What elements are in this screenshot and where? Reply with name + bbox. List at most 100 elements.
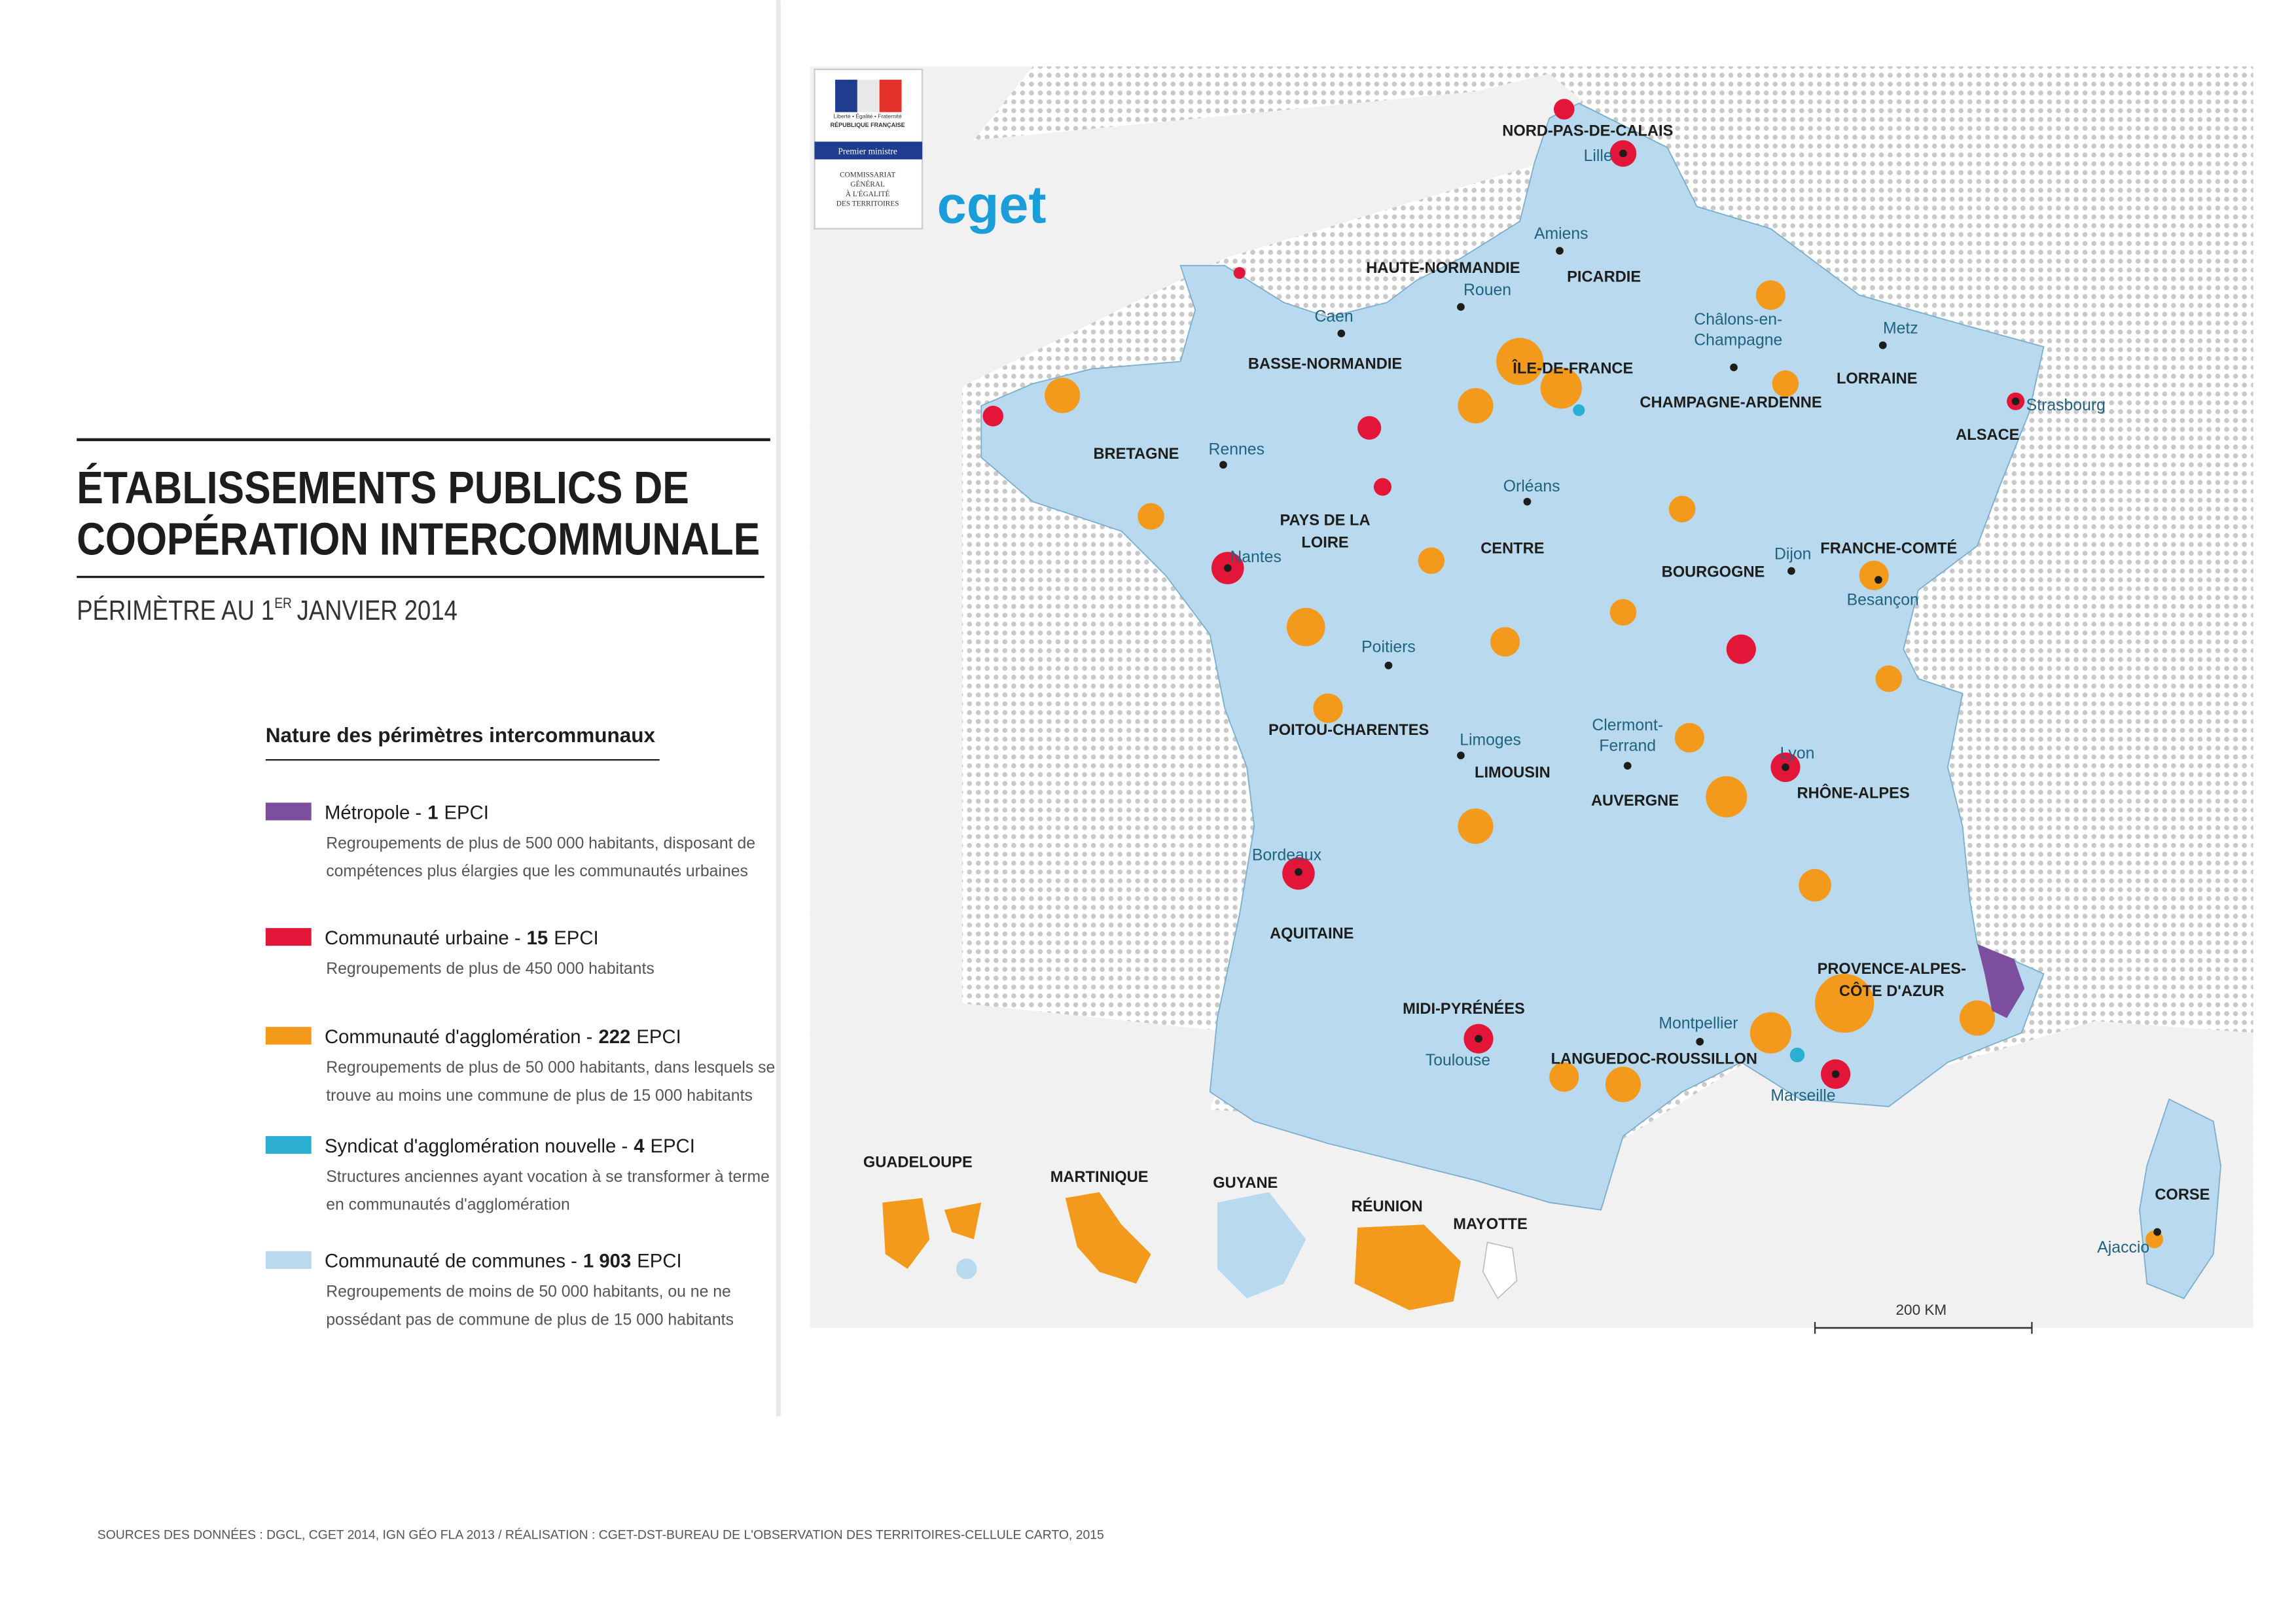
city-label: Lille: [1584, 147, 1613, 165]
panel-shadow: [776, 0, 781, 1417]
region-label: AUVERGNE: [1591, 793, 1679, 810]
legend: Métropole -1 EPCI Regroupements de plus de…: [265, 802, 775, 1329]
region-label: PICARDIE: [1567, 269, 1641, 286]
city-label: Nantes: [1230, 548, 1282, 566]
flag-white: [857, 79, 880, 113]
legend-count: 1 903: [583, 1251, 631, 1272]
city-label: Châlons-en-: [1694, 311, 1782, 329]
legend-unit: EPCI: [651, 1135, 695, 1157]
region-label: BOURGOGNE: [1662, 564, 1765, 581]
logo-agency-line: À L'ÉGALITÉ: [846, 190, 890, 198]
legend-description: en communautés d'agglomération: [326, 1196, 570, 1214]
city-dot: [2011, 397, 2020, 406]
city-dot: [1730, 363, 1738, 372]
city-dot: [1831, 1070, 1840, 1079]
region-label: LOIRE: [1301, 534, 1348, 551]
legend-description: Regroupements de plus de 450 000 habitan…: [326, 960, 655, 978]
city-dot: [1219, 461, 1227, 469]
region-label: RHÔNE-ALPES: [1797, 784, 1910, 802]
logo-agency: COMMISSARIAT GÉNÉRAL À L'ÉGALITÉ DES TERRIT…: [836, 171, 899, 208]
city-dot: [1878, 341, 1887, 349]
legend-unit: EPCI: [636, 1026, 681, 1048]
region-label: MIDI-PYRÉNÉES: [1403, 999, 1525, 1018]
city-label: Besançon: [1847, 591, 1919, 609]
city-dot: [1475, 1035, 1482, 1043]
logo-motto: Liberté • Égalité • Fraternité: [833, 113, 902, 119]
city-label: Strasbourg: [2026, 397, 2106, 414]
agglomeration-areas: [1045, 280, 2164, 1249]
legend-description: Regroupements de plus de 500 000 habitan…: [326, 834, 755, 852]
logo-band: [814, 141, 923, 160]
mayotte: [1482, 1241, 1518, 1300]
city-label: Caen: [1314, 308, 1353, 326]
corsica: [2139, 1098, 2221, 1300]
city-dot: [1384, 661, 1393, 669]
legend-description: Structures anciennes ayant vocation à se…: [326, 1168, 770, 1186]
city-label: Metz: [1883, 320, 1918, 338]
city-label: Limoges: [1460, 732, 1521, 749]
legend-label: Syndicat d'agglomération nouvelle - 4 EPCI: [325, 1135, 695, 1157]
region-label: GUYANE: [1213, 1175, 1278, 1192]
sea: [810, 66, 2253, 1329]
region-label: BRETAGNE: [1093, 446, 1179, 463]
subtitle-suffix: JANVIER 2014: [297, 595, 457, 626]
legend-count: 1: [427, 802, 438, 823]
city-dot: [2153, 1228, 2161, 1236]
legend-description: Regroupements de moins de 50 000 habitan…: [326, 1283, 731, 1301]
city-dot: [1787, 567, 1795, 575]
city-label: Orléans: [1503, 478, 1560, 495]
legend-label-text: Métropole -: [325, 802, 422, 823]
scale-label: 200 KM: [1896, 1302, 1947, 1318]
legend-label: Communauté de communes - 1 903 EPCI: [325, 1251, 682, 1272]
legend-count: 4: [634, 1135, 645, 1157]
city-dot: [1556, 247, 1564, 255]
flag-red: [879, 79, 902, 113]
logo-agency-line: GÉNÉRAL: [850, 181, 885, 188]
city-dot: [1523, 497, 1532, 506]
region-label: PAYS DE LA: [1280, 512, 1371, 529]
legend-description: compétences plus élargies que les commun…: [326, 863, 748, 880]
city-label: Lyon: [1780, 745, 1815, 762]
city-label: Bordeaux: [1252, 846, 1322, 864]
region-label: RÉUNION: [1352, 1197, 1423, 1215]
region-label: BASSE-NORMANDIE: [1248, 356, 1402, 373]
city-label: Amiens: [1534, 225, 1588, 243]
legend-swatch: [265, 1027, 312, 1045]
flag-blue: [835, 79, 857, 113]
city-label: Champagne: [1694, 332, 1782, 349]
legend-swatch: [265, 802, 312, 821]
logo-brand: cget: [937, 175, 1047, 234]
title-line: ÉTABLISSEMENTS PUBLICS DE: [77, 462, 689, 513]
source: SOURCES DES DONNÉES : DGCL, CGET 2014, I…: [98, 1527, 1104, 1542]
legend-count: 15: [527, 927, 548, 949]
legend-description: possédant pas de commune de plus de 15 0…: [326, 1311, 734, 1329]
new-town-area: [1573, 404, 1585, 416]
logo-agency-line: DES TERRITOIRES: [836, 200, 899, 208]
legend-unit: EPCI: [444, 802, 489, 823]
region-label: HAUTE-NORMANDIE: [1366, 260, 1520, 277]
region-label: CHAMPAGNE-ARDENNE: [1640, 394, 1821, 411]
legend-swatch: [265, 1135, 312, 1154]
region-label: GUADELOUPE: [863, 1154, 973, 1171]
region-label: ÎLE-DE-FRANCE: [1512, 359, 1633, 377]
legend-swatch: [265, 1251, 312, 1269]
region-label: FRANCHE-COMTÉ: [1820, 539, 1957, 557]
legend-unit: EPCI: [637, 1251, 681, 1272]
region-label: LANGUEDOC-ROUSSILLON: [1551, 1051, 1757, 1068]
city-dot: [1337, 329, 1346, 338]
city-label: Toulouse: [1426, 1052, 1490, 1069]
city-dot: [1457, 303, 1465, 311]
city-label: Poitiers: [1361, 639, 1416, 656]
city-dot: [1619, 149, 1627, 158]
logo-ministry: Premier ministre: [838, 147, 897, 156]
guyane: [1217, 1192, 1306, 1298]
city-dot: [1295, 868, 1302, 876]
region-label: ALSACE: [1956, 427, 2019, 444]
city-dot: [1696, 1037, 1704, 1046]
city-label: Marseille: [1770, 1087, 1835, 1105]
region-label: POITOU-CHARENTES: [1268, 722, 1429, 739]
legend-label-text: Communauté d'agglomération -: [325, 1026, 592, 1048]
legend-label: Métropole -1 EPCI: [325, 802, 489, 823]
